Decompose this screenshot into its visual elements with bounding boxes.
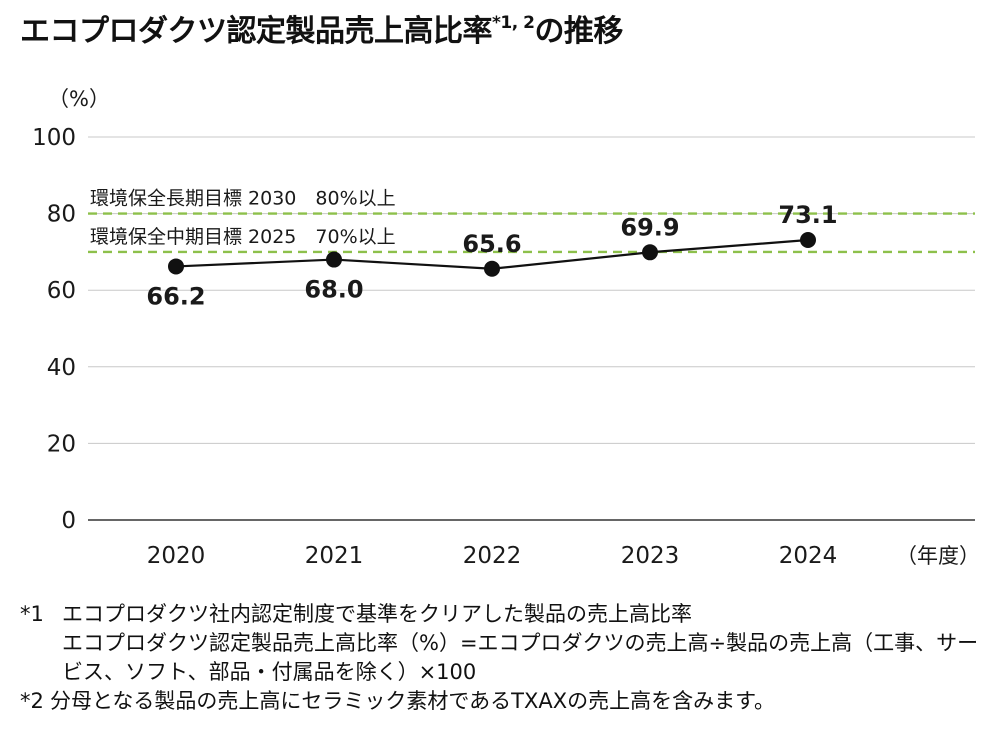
data-point xyxy=(326,251,342,268)
x-tick-label: 2023 xyxy=(621,543,680,569)
y-tick-label: 80 xyxy=(47,202,76,228)
y-axis-label: （%） xyxy=(48,87,110,111)
chart-title: エコプロダクツ認定製品売上高比率*1, 2の推移 xyxy=(20,6,623,50)
x-tick-label: 2021 xyxy=(305,543,364,569)
y-tick-label: 20 xyxy=(47,431,76,457)
data-point xyxy=(642,244,658,261)
chart-title-footnote-ref: *1, 2 xyxy=(492,13,535,33)
data-label: 65.6 xyxy=(462,230,521,258)
y-tick-label: 40 xyxy=(47,355,76,381)
footnote-2: *2 分母となる製品の売上高にセラミック素材であるTXAXの売上高を含みます。 xyxy=(20,687,990,716)
data-label: 68.0 xyxy=(304,276,363,304)
data-label: 69.9 xyxy=(620,213,679,241)
chart-title-tail: の推移 xyxy=(534,14,623,49)
target-line-label: 環境保全中期目標 2025 70%以上 xyxy=(90,226,396,248)
footnotes: *1 エコプロダクツ社内認定制度で基準をクリアした製品の売上高比率 エコプロダク… xyxy=(20,600,990,716)
target-line-label: 環境保全長期目標 2030 80%以上 xyxy=(90,188,396,210)
data-point xyxy=(168,258,184,275)
x-tick-label: 2024 xyxy=(779,543,838,569)
data-point xyxy=(800,232,816,249)
footnote-1: *1 エコプロダクツ社内認定制度で基準をクリアした製品の売上高比率 エコプロダク… xyxy=(20,600,990,687)
footnote-line: エコプロダクツ認定製品売上高比率（%）=エコプロダクツの売上高÷製品の売上高（工… xyxy=(62,631,979,684)
data-label: 66.2 xyxy=(146,282,205,310)
y-tick-label: 60 xyxy=(47,278,76,304)
x-tick-label: 2020 xyxy=(147,543,206,569)
chart-title-main: エコプロダクツ認定製品売上高比率 xyxy=(20,14,493,49)
y-tick-label: 0 xyxy=(61,508,76,534)
footnote-mark: *1 xyxy=(20,602,44,626)
footnote-mark: *2 xyxy=(20,689,44,713)
data-label: 73.1 xyxy=(778,201,837,229)
x-axis-label: （年度） xyxy=(896,544,980,568)
x-tick-label: 2022 xyxy=(463,543,522,569)
y-tick-label: 100 xyxy=(32,125,76,151)
line-chart: （%） 0 20 40 60 80 100 環境保全長期目標 2030 80%以上環境保全中期… xyxy=(32,87,980,569)
data-point xyxy=(484,260,500,277)
footnote-line: 分母となる製品の売上高にセラミック素材であるTXAXの売上高を含みます。 xyxy=(50,689,776,713)
footnote-line: エコプロダクツ社内認定制度で基準をクリアした製品の売上高比率 xyxy=(62,602,692,626)
